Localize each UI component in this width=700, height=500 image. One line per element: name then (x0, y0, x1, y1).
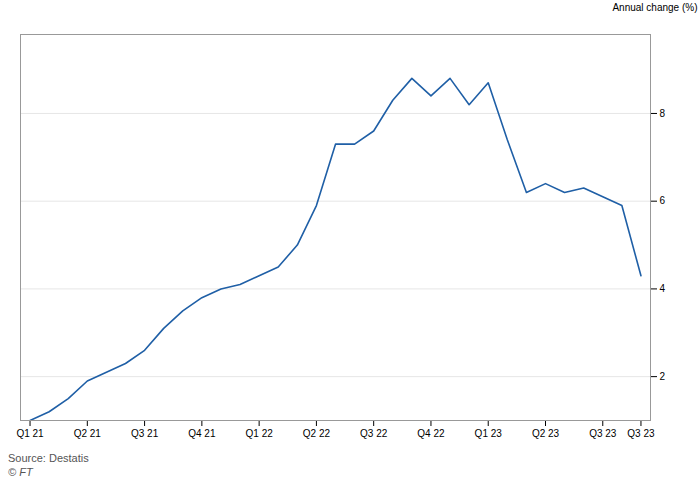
svg-text:Q1 21: Q1 21 (16, 428, 44, 439)
svg-text:2: 2 (660, 371, 666, 382)
svg-text:Q4 21: Q4 21 (188, 428, 216, 439)
html-text:© FT: © FT (8, 466, 33, 478)
svg-text:4: 4 (660, 283, 666, 294)
svg-text:Q3 23: Q3 23 (627, 428, 655, 439)
svg-text:Q3 23: Q3 23 (589, 428, 617, 439)
svg-text:Annual change (%): Annual change (%) (612, 2, 697, 13)
svg-text:8: 8 (660, 108, 666, 119)
svg-text:Q3 21: Q3 21 (131, 428, 159, 439)
html-text:Source: Destatis: Source: Destatis (8, 452, 89, 464)
svg-text:Q1 22: Q1 22 (246, 428, 274, 439)
svg-text:Q2 21: Q2 21 (74, 428, 102, 439)
svg-text:Q2 22: Q2 22 (303, 428, 331, 439)
svg-text:Q4 22: Q4 22 (417, 428, 445, 439)
svg-text:Q1 23: Q1 23 (475, 428, 503, 439)
svg-text:6: 6 (660, 195, 666, 206)
svg-text:Q3 22: Q3 22 (360, 428, 388, 439)
svg-text:Q2 23: Q2 23 (532, 428, 560, 439)
